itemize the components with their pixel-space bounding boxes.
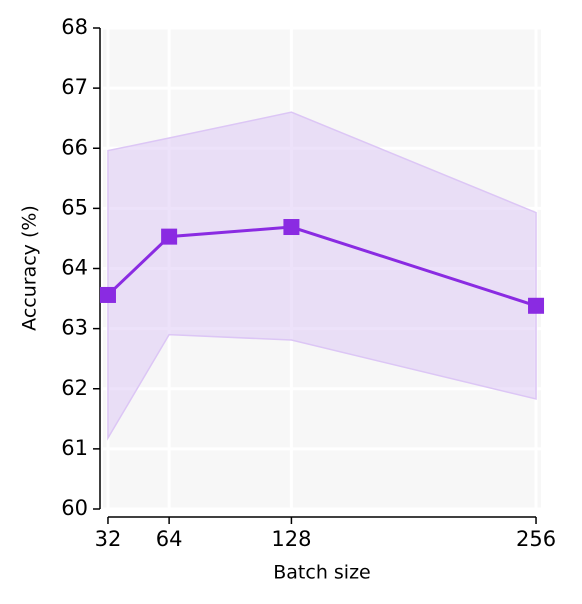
x-tick-label: 128 [271, 527, 311, 551]
x-tick-label: 32 [95, 527, 122, 551]
y-tick-label: 65 [61, 195, 88, 219]
marker [99, 286, 116, 303]
x-axis-label: Batch size [273, 562, 371, 584]
confidence-band [107, 111, 537, 441]
y-tick-label: 68 [61, 15, 88, 39]
y-tick-label: 62 [61, 376, 88, 400]
y-tick-label: 64 [61, 256, 88, 280]
y-axis-label: Accuracy (%) [19, 205, 41, 331]
x-tick-label: 64 [156, 527, 183, 551]
line [106, 225, 537, 308]
y-tick-label: 61 [61, 436, 88, 460]
marker [283, 219, 300, 236]
marker [528, 297, 545, 314]
y-tick-label: 67 [61, 75, 88, 99]
y-tick-label: 60 [61, 496, 88, 520]
y-tick-label: 66 [61, 135, 88, 159]
y-tick-label: 63 [61, 316, 88, 340]
x-tick-label: 256 [516, 527, 556, 551]
marker [161, 228, 178, 245]
